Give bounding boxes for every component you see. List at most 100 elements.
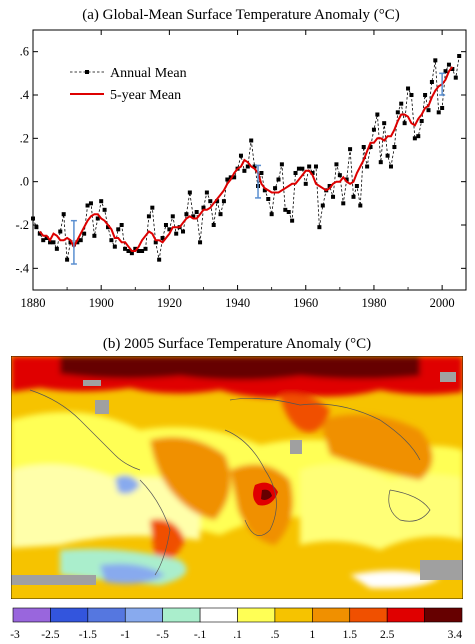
x-tick-label: 1980: [361, 296, 386, 310]
map-zone-mild-east: [300, 464, 463, 550]
annual-mean-point: [78, 238, 83, 243]
annual-mean-point: [337, 173, 342, 178]
annual-mean-point: [382, 121, 387, 126]
annual-mean-point: [436, 110, 441, 115]
annual-mean-point: [112, 244, 117, 249]
annual-mean-point: [51, 240, 56, 245]
y-tick-label: .4: [20, 88, 30, 102]
annual-mean-point: [187, 190, 192, 195]
annual-mean-point: [174, 231, 179, 236]
legend-5-year-label: 5-year Mean: [110, 88, 181, 103]
colorbar: -3 -2.5 -1.5 -1 -.5 -.1 .1 .5 1 1.5 2.5 3.4: [10, 607, 463, 641]
annual-mean-point: [198, 240, 203, 245]
x-tick-label: 1920: [157, 296, 182, 310]
colorbar-tick-label: 1: [309, 629, 315, 641]
annual-mean-point: [446, 62, 451, 67]
annual-mean-point: [317, 225, 322, 230]
missing-data-block: [420, 560, 463, 580]
plot-frame: [32, 29, 467, 291]
colorbar-swatch: [162, 607, 201, 623]
annual-mean-point: [242, 168, 247, 173]
annual-mean-point: [375, 112, 380, 117]
map-zone-hot-sa: [150, 519, 185, 561]
y-tick-label: .0: [20, 175, 29, 189]
colorbar-tick-label: .5: [271, 629, 280, 641]
colorbar-tick-label: -.1: [194, 629, 207, 641]
annual-mean-point: [351, 194, 356, 199]
annual-mean-point: [303, 181, 308, 186]
annual-mean-point: [181, 229, 186, 234]
annual-mean-point: [211, 223, 216, 227]
annual-mean-point: [358, 203, 363, 208]
annual-mean-point: [54, 246, 59, 251]
map-zone-arctic-dark: [60, 356, 420, 380]
annual-mean-point: [385, 153, 390, 158]
annual-mean-point: [48, 240, 53, 245]
x-tick-label: 1940: [225, 296, 250, 310]
annual-mean-point: [293, 171, 298, 175]
colorbar-tick-label: 3.4: [448, 629, 463, 641]
map-zone-neutral-south: [350, 570, 440, 589]
annual-mean-point: [221, 199, 226, 204]
legend-annual-label: Annual Mean: [110, 66, 187, 81]
annual-mean-point: [85, 203, 90, 208]
annual-mean-point: [136, 249, 141, 253]
colorbar-swatch: [386, 607, 425, 623]
annual-mean-point: [116, 227, 121, 232]
annual-mean-point: [225, 177, 230, 182]
annual-mean-point: [426, 108, 431, 113]
annual-mean-point: [440, 106, 445, 110]
annual-mean-point: [95, 216, 100, 221]
annual-mean-point: [433, 58, 438, 63]
annual-mean-point: [423, 93, 428, 97]
annual-mean-point: [37, 231, 42, 236]
annual-mean-point: [276, 177, 281, 182]
colorbar-tick-label: .1: [233, 629, 242, 641]
annual-mean-point: [406, 86, 411, 91]
annual-mean-point: [388, 164, 393, 169]
annual-mean-point: [157, 257, 162, 262]
colorbar-swatch: [237, 607, 276, 623]
annual-mean-point: [102, 207, 107, 212]
annual-mean-point: [75, 240, 80, 245]
annual-mean-point: [313, 164, 318, 169]
annual-mean-point: [123, 246, 128, 251]
annual-mean-point: [31, 216, 35, 221]
annual-mean-point: [392, 145, 397, 149]
colorbar-swatch: [87, 607, 126, 623]
annual-mean-point: [232, 175, 237, 180]
x-tick-label: 1960: [293, 296, 318, 310]
annual-mean-point: [106, 225, 111, 230]
colorbar-tick-label: -.5: [156, 629, 169, 641]
missing-data-cell: [95, 400, 109, 414]
annual-mean-point: [184, 212, 189, 217]
annual-mean-point: [41, 238, 46, 243]
annual-mean-point: [140, 249, 145, 253]
annual-mean-point: [354, 184, 359, 188]
missing-data-cell: [83, 380, 101, 386]
annual-mean-point: [201, 205, 206, 210]
annual-mean-point: [126, 249, 131, 253]
annual-mean-point: [82, 231, 87, 236]
error-bar: [70, 219, 77, 265]
annual-mean-point: [204, 190, 209, 195]
error-bar: [255, 164, 262, 199]
map-zone-cold-south: [100, 563, 165, 584]
annual-mean-point: [378, 160, 383, 165]
error-bar: [439, 72, 446, 96]
colorbar-swatch: [312, 607, 351, 623]
series-annual-mean-line: [32, 55, 460, 260]
colorbar-tick-label: -1.5: [79, 629, 97, 641]
annual-mean-point: [146, 214, 151, 219]
annual-mean-point: [129, 251, 134, 256]
annual-mean-point: [279, 162, 284, 167]
annual-mean-point: [296, 166, 301, 171]
map-zone-cool-pacific: [115, 475, 140, 494]
map-hotspot-core: [261, 489, 272, 500]
annual-mean-point: [283, 207, 288, 212]
annual-mean-point: [88, 201, 93, 206]
y-tick-label: .2: [20, 131, 29, 145]
annual-mean-point: [58, 229, 63, 234]
missing-data-cell: [440, 372, 456, 382]
annual-mean-point: [412, 136, 417, 141]
